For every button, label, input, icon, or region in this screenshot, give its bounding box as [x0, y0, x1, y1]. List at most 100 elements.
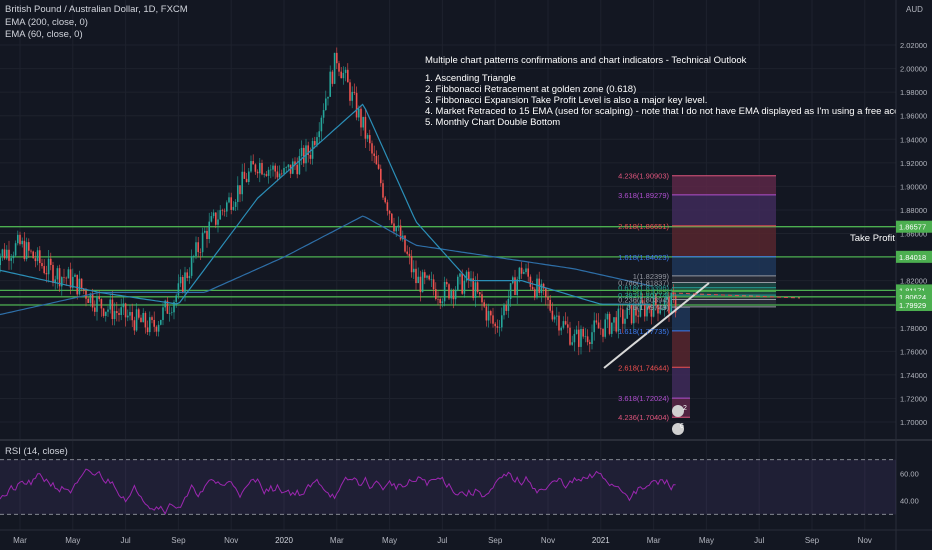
candle-body — [131, 312, 133, 321]
candle-body — [10, 258, 12, 261]
event-badge[interactable] — [672, 423, 684, 435]
candle-body — [617, 308, 620, 332]
candle-body — [663, 299, 666, 310]
candle-body — [21, 240, 23, 245]
candle-body — [129, 312, 131, 316]
x-tick-label: Mar — [330, 536, 344, 545]
candle-body — [558, 315, 560, 331]
x-tick-label: Sep — [171, 536, 186, 545]
candle-body — [509, 283, 512, 300]
candle-body — [298, 156, 301, 175]
candle-body — [261, 163, 263, 175]
notes-heading: Multiple chart patterns confirmations an… — [425, 55, 747, 66]
candle-body — [435, 289, 437, 299]
triangle-support-line[interactable] — [603, 282, 710, 369]
candle-body — [415, 268, 417, 284]
indicator-ema-60: EMA (60, close, 0) — [5, 29, 83, 40]
candle-body — [133, 320, 136, 331]
candle-body — [611, 322, 613, 334]
candle-body — [232, 206, 235, 210]
candle-body — [94, 307, 96, 312]
candle-body — [391, 213, 393, 224]
candle-body — [201, 232, 204, 253]
candle-body — [646, 305, 648, 317]
rsi-band — [0, 459, 896, 515]
candle-body — [144, 312, 147, 328]
x-tick-label: Jul — [437, 536, 447, 545]
candle-body — [472, 278, 474, 298]
candle-body — [604, 319, 606, 337]
candle-body — [666, 296, 668, 300]
candle-body — [591, 332, 593, 345]
rsi-label: RSI (14, close) — [5, 446, 68, 457]
candle-body — [556, 315, 558, 317]
ema-60-line[interactable] — [0, 103, 651, 305]
candle-body — [173, 301, 175, 313]
price-badge-text: 1.79929 — [899, 301, 926, 310]
candle-body — [492, 315, 494, 324]
price-badge-text: 1.80624 — [899, 293, 926, 302]
candle-body — [551, 310, 554, 320]
candle-body — [501, 315, 503, 328]
candle-body — [102, 308, 105, 316]
fib-zone — [672, 225, 776, 257]
candle-body — [325, 98, 327, 111]
candle-body — [606, 313, 609, 320]
candle-body — [327, 96, 329, 99]
candle-body — [190, 256, 193, 276]
candle-body — [87, 298, 89, 303]
candle-body — [47, 258, 50, 275]
candle-body — [69, 269, 72, 288]
candle-body — [336, 52, 338, 64]
candle-body — [61, 277, 63, 287]
candle-body — [408, 253, 411, 257]
price-badge — [896, 299, 932, 312]
price-badge-text: 1.84018 — [899, 253, 926, 262]
x-tick-label: Nov — [224, 536, 238, 545]
candle-body — [430, 279, 433, 280]
x-tick-label: May — [65, 536, 80, 545]
candle-body — [454, 289, 457, 300]
candle-body — [122, 303, 125, 308]
candle-body — [648, 305, 650, 310]
candle-body — [182, 276, 184, 293]
candle-body — [498, 327, 501, 328]
time-axis[interactable]: Mar May Jul Sep Nov 2020 Mar May Jul Sep Nov 2021 Ma… — [13, 536, 872, 545]
symbol-title: British Pound / Australian Dollar, 1D, F… — [5, 4, 188, 15]
candle-body — [245, 178, 248, 183]
candle-body — [285, 167, 287, 168]
event-badges[interactable]: 2 6 — [672, 405, 687, 435]
candle-body — [630, 304, 633, 324]
y-tick-label: 1.96000 — [900, 112, 927, 121]
candle-body — [140, 317, 142, 323]
candle-body — [523, 272, 525, 274]
candle-body — [483, 302, 485, 307]
rsi-pane[interactable]: RSI (14, close) 40.00 60.00 — [0, 446, 919, 515]
candle-body — [534, 289, 536, 298]
candle-body — [320, 117, 323, 132]
candle-body — [100, 299, 103, 309]
candle-body — [322, 110, 325, 118]
candle-body — [397, 225, 400, 228]
key-level-lines[interactable] — [0, 226, 896, 306]
event-badge[interactable] — [672, 405, 684, 417]
candle-body — [371, 143, 373, 154]
candle-body — [333, 52, 336, 84]
candle-body — [547, 297, 549, 300]
candle-body — [487, 311, 490, 321]
price-axis[interactable] — [896, 0, 932, 530]
candle-body — [659, 310, 661, 314]
candle-body — [380, 168, 382, 184]
candle-body — [91, 293, 94, 308]
candle-body — [331, 71, 334, 84]
triangle-resistance-line[interactable] — [671, 292, 801, 299]
candle-body — [239, 185, 241, 195]
fib-zone — [672, 275, 776, 283]
candle-body — [494, 323, 496, 327]
candle-body — [223, 210, 226, 212]
candle-body — [360, 108, 362, 128]
y-tick-label: 2.00000 — [900, 65, 927, 74]
candle-body — [463, 280, 466, 294]
candle-body — [410, 256, 413, 273]
